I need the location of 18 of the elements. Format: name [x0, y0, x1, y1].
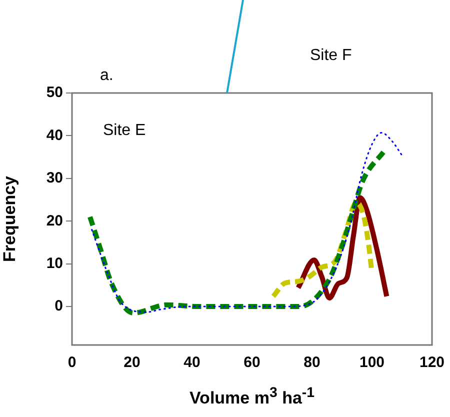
y-tick-label: 0	[54, 298, 63, 315]
x-tick-label: 120	[419, 354, 445, 372]
y-tick-label: 30	[46, 170, 63, 187]
annotation: Site E	[103, 122, 146, 139]
x-tick-label: 20	[124, 354, 140, 372]
x-tick-label: 60	[244, 354, 260, 372]
text: a.	[100, 67, 114, 84]
x-tick-label: 100	[359, 354, 385, 372]
y-tick-label: 50	[46, 84, 63, 102]
y-tick-label: 40	[46, 126, 63, 144]
x-tick-label: 0	[68, 354, 76, 372]
text: Site F	[310, 47, 352, 64]
y-axis-title: Frequency	[0, 175, 19, 262]
x-tick-label: 40	[184, 354, 200, 372]
x-tick-label: 80	[304, 354, 320, 372]
y-tick-label: 20	[46, 212, 63, 230]
y-tick-label: 10	[46, 254, 63, 272]
x-axis-title: Volume m$^{3}$ ha$^{-1}$	[188, 385, 316, 409]
